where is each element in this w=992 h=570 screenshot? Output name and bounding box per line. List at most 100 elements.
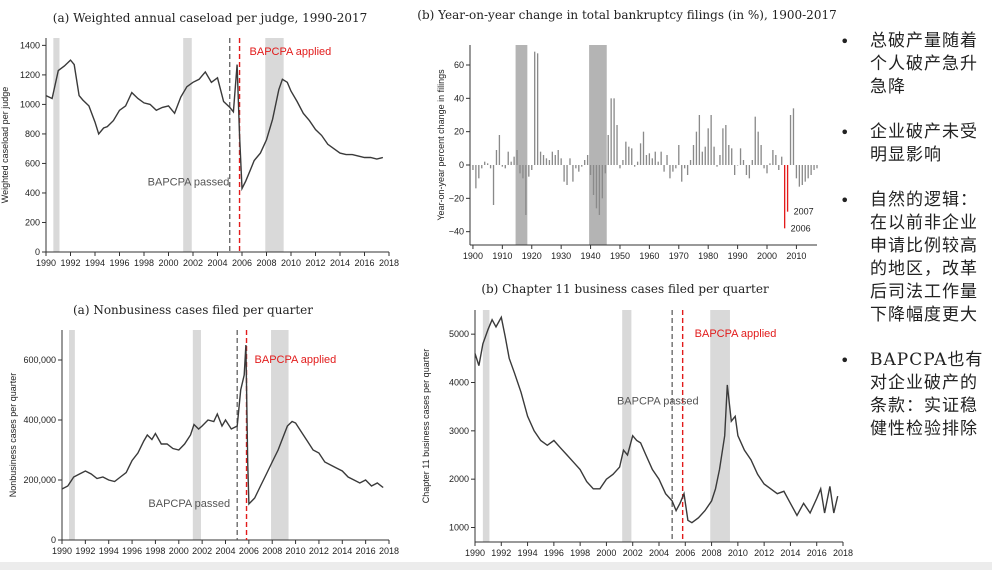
bar [592,165,595,195]
x-tick-label: 2006 [232,258,252,268]
x-tick-label: 2014 [332,546,352,556]
bar [704,146,706,165]
bar [769,163,771,165]
bar [575,165,577,169]
recession-band [265,38,284,252]
bar [731,148,733,165]
bapcpa-applied-label: BAPCPA applied [695,328,777,340]
x-tick-label: 1930 [551,251,571,261]
y-tick-label: 600,000 [23,355,56,365]
bar [648,153,651,165]
x-tick-label: 2000 [158,258,178,268]
x-tick-label: 2002 [192,546,212,556]
y-tick-label: 200,000 [23,475,56,485]
bar [742,160,745,165]
bar [539,151,542,165]
x-tick-label: 1994 [85,258,105,268]
x-tick-label: 1970 [669,251,689,261]
bar [786,165,789,212]
chart-title: (a) Weighted annual caseload per judge, … [53,11,367,25]
y-axis-label: Nonbusiness cases per quarter [8,373,18,498]
x-tick-label: 2006 [675,548,695,558]
bar [701,151,703,165]
x-tick-label: 2006 [239,546,259,556]
bar [642,131,645,165]
bar [484,161,486,165]
x-tick-label: 2002 [623,548,643,558]
bar [525,165,527,215]
y-tick-label: 800 [25,129,40,139]
bar [557,150,559,165]
x-tick-label: 1998 [145,546,165,556]
bar [639,143,642,165]
y-tick-label: 1400 [20,40,40,50]
bar [613,98,615,165]
x-tick-label: 2004 [649,548,669,558]
bar [478,165,480,179]
bar [733,165,736,175]
bar [534,51,536,165]
x-tick-label: 1960 [639,251,659,261]
x-tick-label: 2004 [215,546,235,556]
y-tick-label: 0 [459,160,464,170]
x-tick-label: 2012 [305,258,325,268]
y-tick-label: 1000 [449,523,469,533]
x-tick-label: 1996 [122,546,142,556]
bullet-item: • 自然的逻辑：在以前非企业申请比例较高的地区，改革后司法工作量下降幅度更大 [840,189,988,327]
bullet-text: 总破产量随着个人破产急升急降 [870,31,978,97]
bapcpa-passed-label: BAPCPA passed [617,395,699,407]
bar [492,165,495,205]
bar [698,115,701,165]
bar [545,158,548,165]
bar [581,165,583,167]
annotation-2006: 2006 [791,223,811,233]
x-tick-label: 2002 [183,258,203,268]
bar [589,165,592,175]
bar [616,125,618,165]
bullet-list: • 总破产量随着个人破产急升急降 • 企业破产未受明显影响 • 自然的逻辑：在以前非企… [840,30,988,463]
bar [486,163,489,165]
bar [781,156,783,165]
y-tick-label: 40 [454,93,464,103]
bar [566,165,568,185]
x-tick-label: 1996 [109,258,129,268]
x-tick-label: 2012 [309,546,329,556]
bar [542,155,545,165]
bar [716,165,718,167]
x-tick-label: 1998 [134,258,154,268]
bar [689,160,692,165]
bar [666,155,668,165]
bar [619,165,621,169]
bapcpa-passed-label: BAPCPA passed [148,498,230,510]
bar [563,165,565,182]
chart-title: (b) Chapter 11 business cases filed per … [481,282,769,296]
bar [748,165,751,179]
bar [672,165,674,172]
y-tick-label: 0 [35,247,40,257]
bar [754,116,756,165]
x-tick-label: 1980 [698,251,718,261]
bar [778,165,780,170]
recession-band [192,330,201,540]
bar [722,128,724,165]
recession-band [271,330,289,540]
recession-band [53,38,60,252]
x-tick-label: 1998 [570,548,590,558]
x-tick-label: 2000 [596,548,616,558]
x-tick-label: 2014 [330,258,350,268]
bar [719,155,721,165]
y-tick-label: 0 [51,535,56,545]
bar [792,108,795,165]
bar [804,165,806,182]
bullet-text: BAPCPA也有对企业破产的条款：实证稳健性检验排除 [870,350,984,439]
y-tick-label: 1000 [20,99,40,109]
x-tick-label: 1990 [465,548,485,558]
x-tick-label: 2016 [354,258,374,268]
bar [622,160,624,165]
y-tick-label: 60 [454,60,464,70]
x-tick-label: 2010 [286,546,306,556]
bar [725,125,727,165]
bapcpa-passed-label: BAPCPA passed [148,177,230,189]
bar [481,165,483,169]
x-tick-label: 2000 [757,251,777,261]
